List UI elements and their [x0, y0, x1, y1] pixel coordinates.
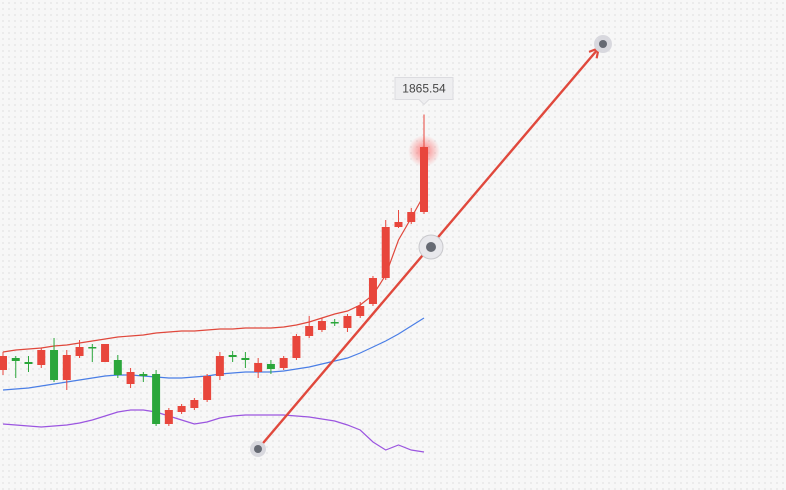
candle-body [317, 321, 326, 330]
candle-body [113, 360, 122, 375]
candle-body [101, 344, 110, 362]
tooltip-label: 1865.54 [402, 82, 446, 96]
tooltip: 1865.54 [394, 76, 454, 106]
candle-body [343, 316, 352, 328]
candle-body [177, 406, 186, 412]
candle-body [266, 364, 275, 369]
arrow-mid-dot [426, 242, 436, 252]
arrow-start-dot [254, 445, 262, 453]
candle-body [241, 358, 250, 360]
candle-body [292, 336, 301, 358]
candle-body [152, 374, 161, 424]
candle-body [164, 410, 173, 424]
candle-body [228, 355, 237, 357]
band-line [2, 317, 425, 391]
trend-arrow [250, 35, 612, 457]
arrow-end-dot [599, 40, 607, 48]
candle-body [254, 363, 263, 372]
band-line [2, 194, 425, 353]
candle-body [37, 350, 46, 365]
candle-body [139, 374, 148, 376]
candle-body [381, 227, 390, 278]
candle-body [11, 358, 20, 361]
band-line [2, 409, 425, 453]
candle-body [0, 356, 7, 370]
candle-body [62, 355, 71, 380]
candle-body [420, 147, 428, 212]
candle-body [330, 322, 339, 324]
candles [0, 114, 440, 426]
candle-body [24, 362, 33, 364]
candle-body [407, 212, 416, 222]
candle-body [215, 356, 224, 376]
candle-body [368, 278, 377, 304]
candle-body [50, 350, 59, 380]
candle-body [126, 372, 135, 384]
bands [2, 194, 425, 453]
candle-body [356, 306, 365, 316]
candle-body [75, 347, 84, 356]
candle-body [279, 358, 288, 368]
candle-body [394, 222, 403, 227]
candle-body [203, 376, 212, 400]
candle-body [88, 347, 97, 349]
candle-body [305, 326, 314, 336]
candle-body [190, 400, 199, 408]
tooltip-box [394, 76, 454, 106]
